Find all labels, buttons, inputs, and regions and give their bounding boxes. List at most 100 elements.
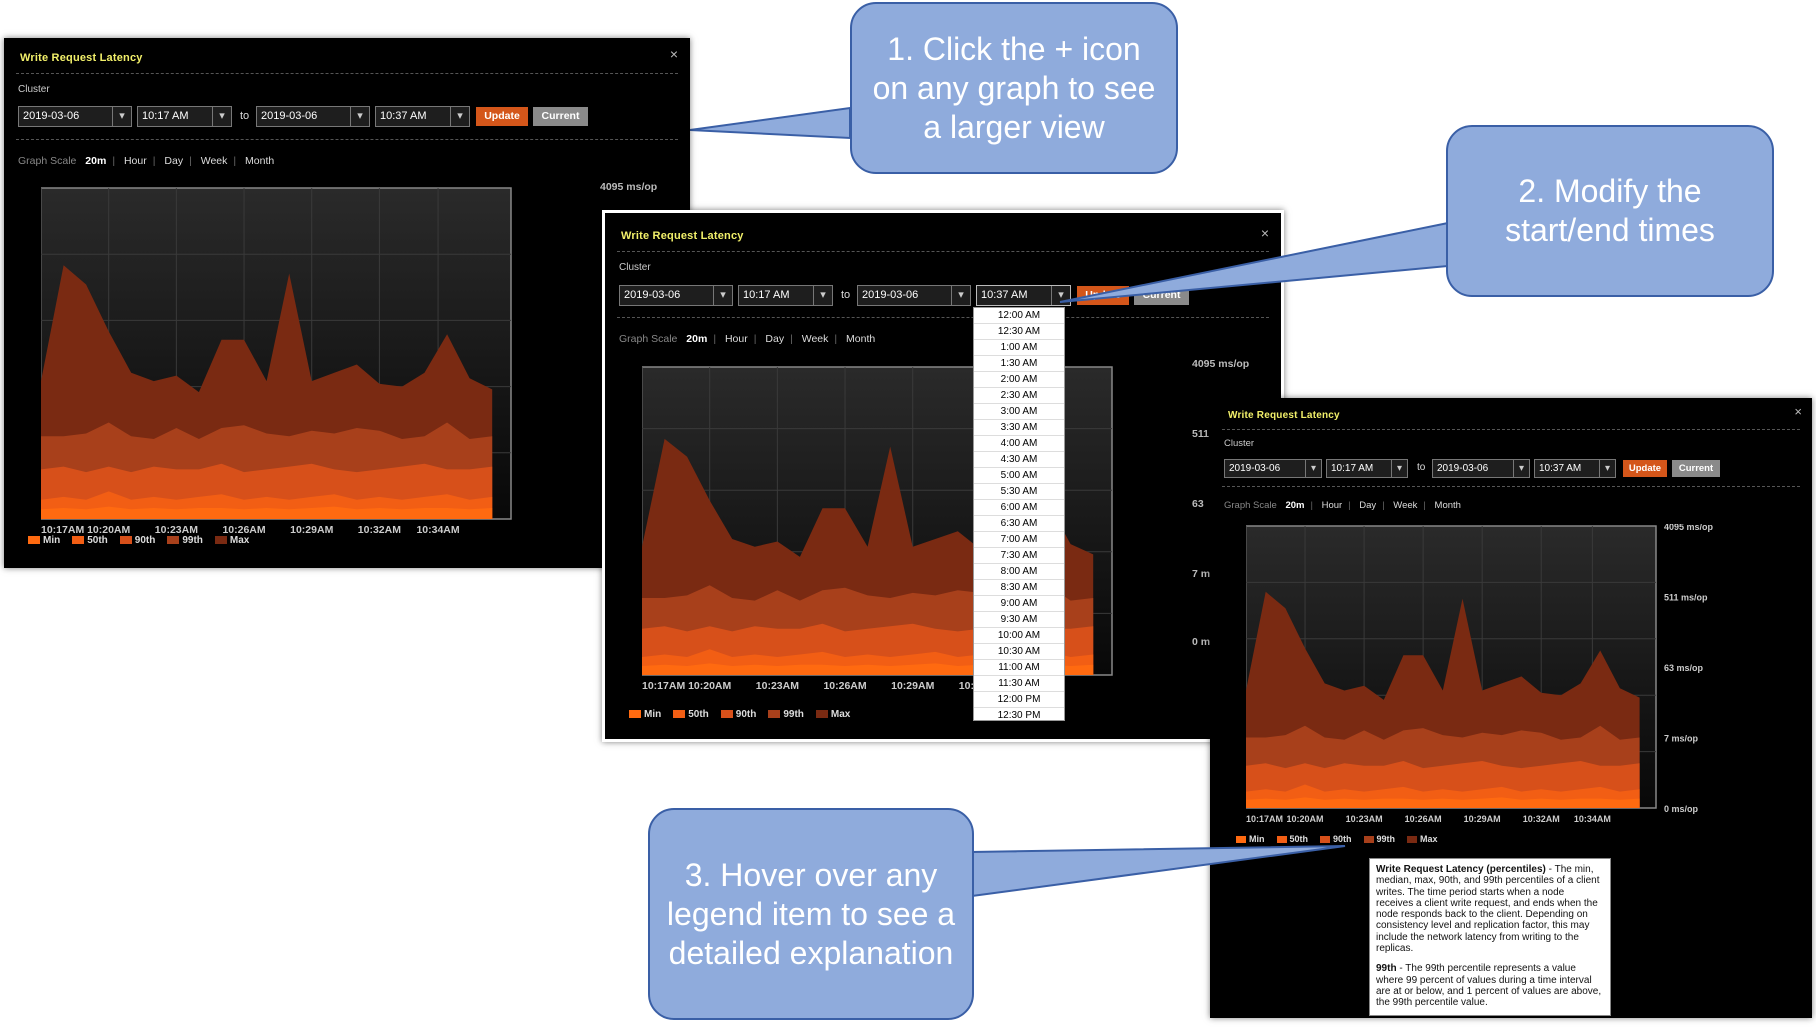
update-button[interactable]: Update bbox=[476, 107, 528, 126]
update-button[interactable]: Update bbox=[1623, 460, 1667, 477]
scale-option-hour[interactable]: Hour bbox=[1321, 500, 1343, 511]
legend-item-50th[interactable]: 50th bbox=[1276, 834, 1308, 844]
start-time-select[interactable]: 10:17 AM ▾ bbox=[738, 285, 833, 306]
x-tick-label: 10:29AM bbox=[1464, 814, 1501, 824]
legend-item-min[interactable]: Min bbox=[629, 709, 661, 720]
time-option[interactable]: 1:00 AM bbox=[974, 340, 1064, 356]
time-option[interactable]: 1:30 AM bbox=[974, 356, 1064, 372]
to-label: to bbox=[240, 110, 250, 122]
close-icon[interactable]: × bbox=[1794, 404, 1802, 419]
time-option[interactable]: 5:00 AM bbox=[974, 468, 1064, 484]
scale-option-month[interactable]: Month bbox=[1434, 500, 1461, 511]
y-tick-label: 0 ms/op bbox=[1664, 804, 1699, 814]
scale-option-20m[interactable]: 20m bbox=[1285, 500, 1305, 511]
scale-option-month[interactable]: Month bbox=[245, 155, 275, 167]
scale-option-day[interactable]: Day bbox=[1359, 500, 1377, 511]
graph-scale: Graph Scale 20m | Hour | Day | Week | Month bbox=[619, 333, 876, 345]
time-option[interactable]: 2:30 AM bbox=[974, 388, 1064, 404]
x-tick-label: 10:20AM bbox=[688, 680, 731, 692]
legend-item-99th[interactable]: 99th bbox=[768, 709, 804, 720]
time-option[interactable]: 4:30 AM bbox=[974, 452, 1064, 468]
start-date-select[interactable]: 2019-03-06 ▾ bbox=[1224, 459, 1322, 478]
time-option[interactable]: 7:30 AM bbox=[974, 548, 1064, 564]
legend-item-max[interactable]: Max bbox=[214, 535, 249, 546]
graph-scale: Graph Scale 20m | Hour | Day | Week | Month bbox=[1224, 500, 1461, 511]
time-option[interactable]: 9:00 AM bbox=[974, 596, 1064, 612]
legend-label: 50th bbox=[87, 535, 108, 546]
scale-option-week[interactable]: Week bbox=[1393, 500, 1418, 511]
time-option[interactable]: 9:30 AM bbox=[974, 612, 1064, 628]
time-option[interactable]: 7:00 AM bbox=[974, 532, 1064, 548]
x-tick-label: 10:29AM bbox=[891, 680, 934, 692]
time-option[interactable]: 6:30 AM bbox=[974, 516, 1064, 532]
scale-option-day[interactable]: Day bbox=[765, 333, 785, 345]
start-time-select[interactable]: 10:17 AM ▾ bbox=[1326, 459, 1408, 478]
scale-option-month[interactable]: Month bbox=[846, 333, 876, 345]
time-option[interactable]: 2:00 AM bbox=[974, 372, 1064, 388]
scale-option-20m[interactable]: 20m bbox=[686, 333, 708, 345]
end-time-dropdown-list[interactable]: 12:00 AM 12:30 AM 1:00 AM 1:30 AM 2:00 AM 2:3… bbox=[973, 307, 1065, 721]
legend-item-90th[interactable]: 90th bbox=[1320, 834, 1352, 844]
end-time-select[interactable]: 10:37 AM ▾ bbox=[1534, 459, 1616, 478]
end-time-select[interactable]: 10:37 AM ▾ bbox=[375, 106, 470, 127]
legend-item-99th[interactable]: 99th bbox=[1363, 834, 1395, 844]
x-tick-label: 10:17AM bbox=[642, 680, 685, 692]
current-button[interactable]: Current bbox=[533, 107, 588, 126]
end-date-select[interactable]: 2019-03-06 ▾ bbox=[256, 106, 370, 127]
time-option[interactable]: 10:30 AM bbox=[974, 644, 1064, 660]
time-option[interactable]: 12:30 PM bbox=[974, 708, 1064, 720]
start-date-select[interactable]: 2019-03-06 ▾ bbox=[619, 285, 733, 306]
time-option[interactable]: 3:30 AM bbox=[974, 420, 1064, 436]
start-time-select[interactable]: 10:17 AM ▾ bbox=[137, 106, 232, 127]
end-date-select[interactable]: 2019-03-06 ▾ bbox=[1432, 459, 1530, 478]
start-date-select[interactable]: 2019-03-06 ▾ bbox=[18, 106, 132, 127]
legend-item-90th[interactable]: 90th bbox=[119, 535, 155, 546]
legend-item-50th[interactable]: 50th bbox=[673, 709, 709, 720]
close-icon[interactable]: × bbox=[1260, 225, 1269, 241]
time-option[interactable]: 10:00 AM bbox=[974, 628, 1064, 644]
callout-step-3-text: 3. Hover over any legend item to see a d… bbox=[666, 856, 956, 971]
chevron-down-icon: ▾ bbox=[713, 286, 732, 305]
scale-option-hour[interactable]: Hour bbox=[724, 333, 748, 345]
time-option[interactable]: 12:00 AM bbox=[974, 308, 1064, 324]
legend-tooltip: Write Request Latency (percentiles) - Th… bbox=[1369, 858, 1611, 1016]
legend-item-90th[interactable]: 90th bbox=[720, 709, 756, 720]
x-tick-label: 10:23AM bbox=[756, 680, 799, 692]
title-divider bbox=[1222, 429, 1800, 430]
legend-item-50th[interactable]: 50th bbox=[72, 535, 108, 546]
callout-step-2-text: 2. Modify the start/end times bbox=[1505, 173, 1715, 248]
scale-option-day[interactable]: Day bbox=[164, 155, 184, 167]
end-time-select[interactable]: 10:37 AM ▾ bbox=[976, 285, 1071, 306]
y-axis-label-2: 511 bbox=[1192, 428, 1209, 440]
latency-panel-2: Write Request Latency × Cluster 2019-03-… bbox=[602, 210, 1284, 742]
legend-item-max[interactable]: Max bbox=[815, 709, 850, 720]
end-date-select[interactable]: 2019-03-06 ▾ bbox=[857, 285, 971, 306]
legend-item-max[interactable]: Max bbox=[1407, 834, 1438, 844]
time-option[interactable]: 11:30 AM bbox=[974, 676, 1064, 692]
scale-option-20m[interactable]: 20m bbox=[85, 155, 107, 167]
time-option[interactable]: 3:00 AM bbox=[974, 404, 1064, 420]
tooltip-heading: Write Request Latency (percentiles) bbox=[1376, 864, 1546, 875]
x-tick-label: 10:34AM bbox=[416, 524, 459, 536]
end-date-value: 2019-03-06 bbox=[1437, 463, 1489, 474]
time-option[interactable]: 12:30 AM bbox=[974, 324, 1064, 340]
time-option[interactable]: 8:00 AM bbox=[974, 564, 1064, 580]
close-icon[interactable]: × bbox=[669, 46, 678, 62]
cluster-label: Cluster bbox=[18, 84, 50, 95]
legend-item-min[interactable]: Min bbox=[28, 535, 60, 546]
time-option[interactable]: 5:30 AM bbox=[974, 484, 1064, 500]
time-option[interactable]: 12:00 PM bbox=[974, 692, 1064, 708]
time-option[interactable]: 6:00 AM bbox=[974, 500, 1064, 516]
chevron-down-icon: ▾ bbox=[212, 107, 231, 126]
callout-step-2: 2. Modify the start/end times bbox=[1446, 125, 1774, 297]
legend-item-99th[interactable]: 99th bbox=[167, 535, 203, 546]
time-option[interactable]: 11:00 AM bbox=[974, 660, 1064, 676]
time-option[interactable]: 8:30 AM bbox=[974, 580, 1064, 596]
scale-option-hour[interactable]: Hour bbox=[123, 155, 147, 167]
scale-option-week[interactable]: Week bbox=[200, 155, 228, 167]
current-button[interactable]: Current bbox=[1672, 460, 1720, 477]
legend-swatch bbox=[673, 710, 686, 719]
time-option[interactable]: 4:00 AM bbox=[974, 436, 1064, 452]
scale-option-week[interactable]: Week bbox=[801, 333, 829, 345]
legend-item-min[interactable]: Min bbox=[1236, 834, 1265, 844]
